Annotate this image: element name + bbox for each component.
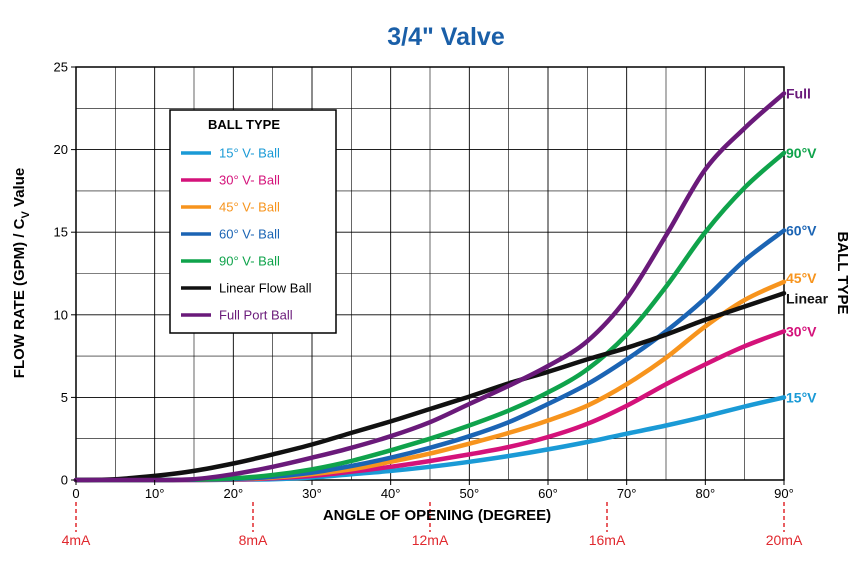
series-line-full (73, 91, 787, 483)
milliamp-markers: 4mA 8mA 12mA 16mA 20mA (62, 502, 803, 548)
series-end-labels: 15°V 30°V 45°V 60°V 90°V Linear Full (786, 85, 829, 405)
y-axis-title-tail: Value (11, 168, 28, 211)
series-end-label: 60°V (786, 223, 817, 239)
right-axis-title: BALL TYPE (834, 231, 851, 314)
legend-label: Full Port Ball (219, 308, 293, 323)
legend-label: 30° V- Ball (219, 173, 280, 188)
x-tick-label: 40° (381, 486, 401, 501)
x-tick-label: 10° (145, 486, 165, 501)
milliamp-label: 16mA (589, 532, 626, 548)
milliamp-label: 4mA (62, 532, 91, 548)
series-end-label: 30°V (786, 323, 817, 339)
legend-label: 45° V- Ball (219, 200, 280, 215)
y-tick-label: 10 (54, 307, 68, 322)
series-end-label: 15°V (786, 389, 817, 405)
x-tick-label: 0 (72, 486, 79, 501)
milliamp-label: 8mA (239, 532, 268, 548)
milliamp-label: 20mA (766, 532, 803, 548)
x-tick-label: 80° (695, 486, 715, 501)
axis-ticks: 0 10° 20° 30° 40° 50° 60° 70° 80° 90° 0 5 10 15 20 25 (54, 60, 794, 502)
legend-label: 90° V- Ball (219, 254, 280, 269)
legend: BALL TYPE 15° V- Ball 30° V- Ball 45° V- B… (169, 109, 337, 334)
legend-box (169, 109, 337, 334)
x-tick-label: 90° (774, 486, 794, 501)
y-tick-label: 25 (54, 60, 68, 75)
series-line-linear (73, 291, 787, 483)
series-end-label: 90°V (786, 145, 817, 161)
x-axis-title: ANGLE OF OPENING (DEGREE) (323, 507, 551, 524)
y-tick-label: 5 (61, 390, 68, 405)
plot-frame (75, 66, 785, 481)
legend-label: Linear Flow Ball (219, 281, 312, 296)
y-axis-title-subscript: V (20, 211, 32, 219)
x-tick-label: 60° (538, 486, 558, 501)
chart-title: 3/4" Valve (387, 23, 505, 51)
y-tick-label: 15 (54, 225, 68, 240)
legend-title: BALL TYPE (208, 117, 280, 132)
series-lines (73, 91, 787, 483)
x-tick-label: 30° (302, 486, 322, 501)
series-end-label: Full (786, 85, 811, 101)
legend-items: 15° V- Ball 30° V- Ball 45° V- Ball 60° V- … (181, 146, 312, 323)
y-tick-label: 20 (54, 142, 68, 157)
x-tick-label: 20° (223, 486, 243, 501)
y-tick-label: 0 (61, 473, 68, 488)
y-axis-title-main: FLOW RATE (GPM) / C (11, 218, 28, 378)
series-end-label: 45°V (786, 270, 817, 286)
x-tick-label: 50° (459, 486, 479, 501)
y-axis-title: FLOW RATE (GPM) / CV Value (11, 168, 32, 378)
legend-label: 15° V- Ball (219, 146, 280, 161)
x-tick-label: 70° (617, 486, 637, 501)
legend-label: 60° V- Ball (219, 227, 280, 242)
milliamp-label: 12mA (412, 532, 449, 548)
series-end-label: Linear (786, 290, 829, 306)
